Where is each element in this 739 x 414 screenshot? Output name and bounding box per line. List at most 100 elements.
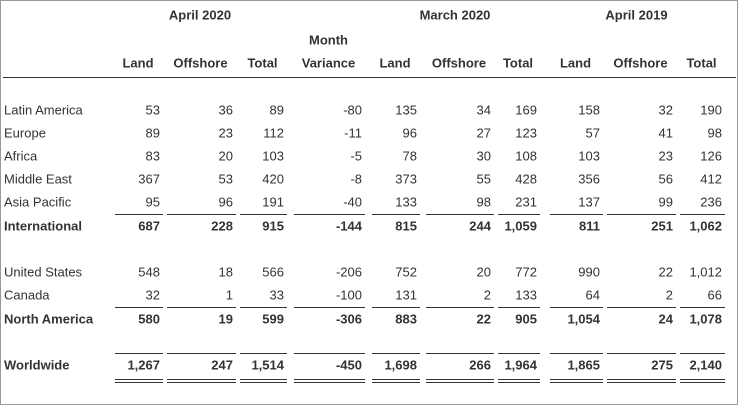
cell: 811 [579, 218, 600, 233]
cell: 64 [586, 287, 600, 302]
cell: 126 [700, 148, 722, 163]
column-header: Land [379, 55, 410, 70]
cell: 356 [578, 171, 600, 186]
cell: 158 [578, 102, 600, 117]
cell: 56 [659, 171, 673, 186]
cell: 89 [270, 102, 284, 117]
row-label: Africa [4, 148, 38, 163]
cell: 89 [146, 125, 160, 140]
cell: 412 [700, 171, 722, 186]
cell: 1,054 [567, 311, 600, 326]
cell: 137 [578, 194, 600, 209]
cell: 190 [700, 102, 722, 117]
row-label: Canada [4, 287, 50, 302]
cell: 1,865 [567, 357, 600, 372]
row-label: Europe [4, 125, 46, 140]
cell: 103 [578, 148, 600, 163]
cell: 32 [146, 287, 160, 302]
cell: 1,078 [689, 311, 722, 326]
cell: 20 [219, 148, 233, 163]
cell: 53 [146, 102, 160, 117]
cell: 2 [484, 287, 491, 302]
cell: 96 [403, 125, 417, 140]
cell: 244 [469, 218, 491, 233]
cell: 18 [219, 264, 233, 279]
row-label: International [4, 218, 82, 233]
cell: 20 [477, 264, 491, 279]
cell: -40 [343, 194, 362, 209]
row-label: Latin America [4, 102, 84, 117]
cell: 772 [515, 264, 537, 279]
cell: 373 [395, 171, 417, 186]
cell: 905 [515, 311, 537, 326]
cell: 78 [403, 148, 417, 163]
cell: 2,140 [689, 357, 722, 372]
cell: 420 [262, 171, 284, 186]
cell: 752 [395, 264, 417, 279]
cell: 112 [263, 125, 284, 140]
cell: 95 [146, 194, 160, 209]
cell: 123 [515, 125, 537, 140]
cell: 33 [270, 287, 284, 302]
cell: 23 [219, 125, 233, 140]
border [0, 0, 738, 405]
cell: -80 [343, 102, 362, 117]
cell: -8 [350, 171, 362, 186]
cell: 580 [138, 311, 160, 326]
column-header: Land [560, 55, 591, 70]
column-header: Total [686, 55, 716, 70]
row-label: Worldwide [4, 357, 69, 372]
group-header: April 2020 [169, 7, 231, 22]
cell: 108 [515, 148, 537, 163]
cell: 22 [477, 311, 491, 326]
group-header: April 2019 [605, 7, 667, 22]
column-header: Total [503, 55, 533, 70]
cell: -450 [336, 357, 362, 372]
cell: -206 [336, 264, 362, 279]
cell: 1,012 [689, 264, 722, 279]
cell: 1,062 [689, 218, 722, 233]
cell: 83 [146, 148, 160, 163]
cell: 231 [515, 194, 537, 209]
cell: 36 [219, 102, 233, 117]
cell: 266 [469, 357, 491, 372]
cell: 367 [138, 171, 160, 186]
cell: 131 [395, 287, 417, 302]
cell: 1,059 [504, 218, 537, 233]
cell: 53 [219, 171, 233, 186]
row-label: Asia Pacific [4, 194, 72, 209]
cell: -5 [350, 148, 362, 163]
cell: 990 [578, 264, 600, 279]
cell: 228 [211, 218, 233, 233]
cell: 566 [262, 264, 284, 279]
cell: 915 [262, 218, 284, 233]
column-header: Variance [302, 55, 356, 70]
cell: 275 [651, 357, 673, 372]
row-label: North America [4, 311, 94, 326]
cell: -11 [344, 125, 362, 140]
cell: 247 [211, 357, 233, 372]
cell: 27 [477, 125, 491, 140]
cell: 1,964 [504, 357, 537, 372]
cell: 34 [477, 102, 491, 117]
cell: 548 [138, 264, 160, 279]
cell: 251 [651, 218, 673, 233]
row-label: Middle East [4, 171, 72, 186]
cell: -144 [336, 218, 363, 233]
cell: -306 [336, 311, 362, 326]
column-header: Total [247, 55, 277, 70]
column-header: Land [122, 55, 153, 70]
cell: 135 [395, 102, 417, 117]
cell: 599 [262, 311, 284, 326]
cell: 22 [659, 264, 673, 279]
cell: 98 [477, 194, 491, 209]
cell: 1,267 [127, 357, 160, 372]
cell: 191 [262, 194, 284, 209]
cell: 1 [226, 287, 233, 302]
cell: 55 [477, 171, 491, 186]
group-header: March 2020 [420, 7, 491, 22]
cell: 66 [708, 287, 722, 302]
cell: 883 [395, 311, 417, 326]
cell: 96 [219, 194, 233, 209]
